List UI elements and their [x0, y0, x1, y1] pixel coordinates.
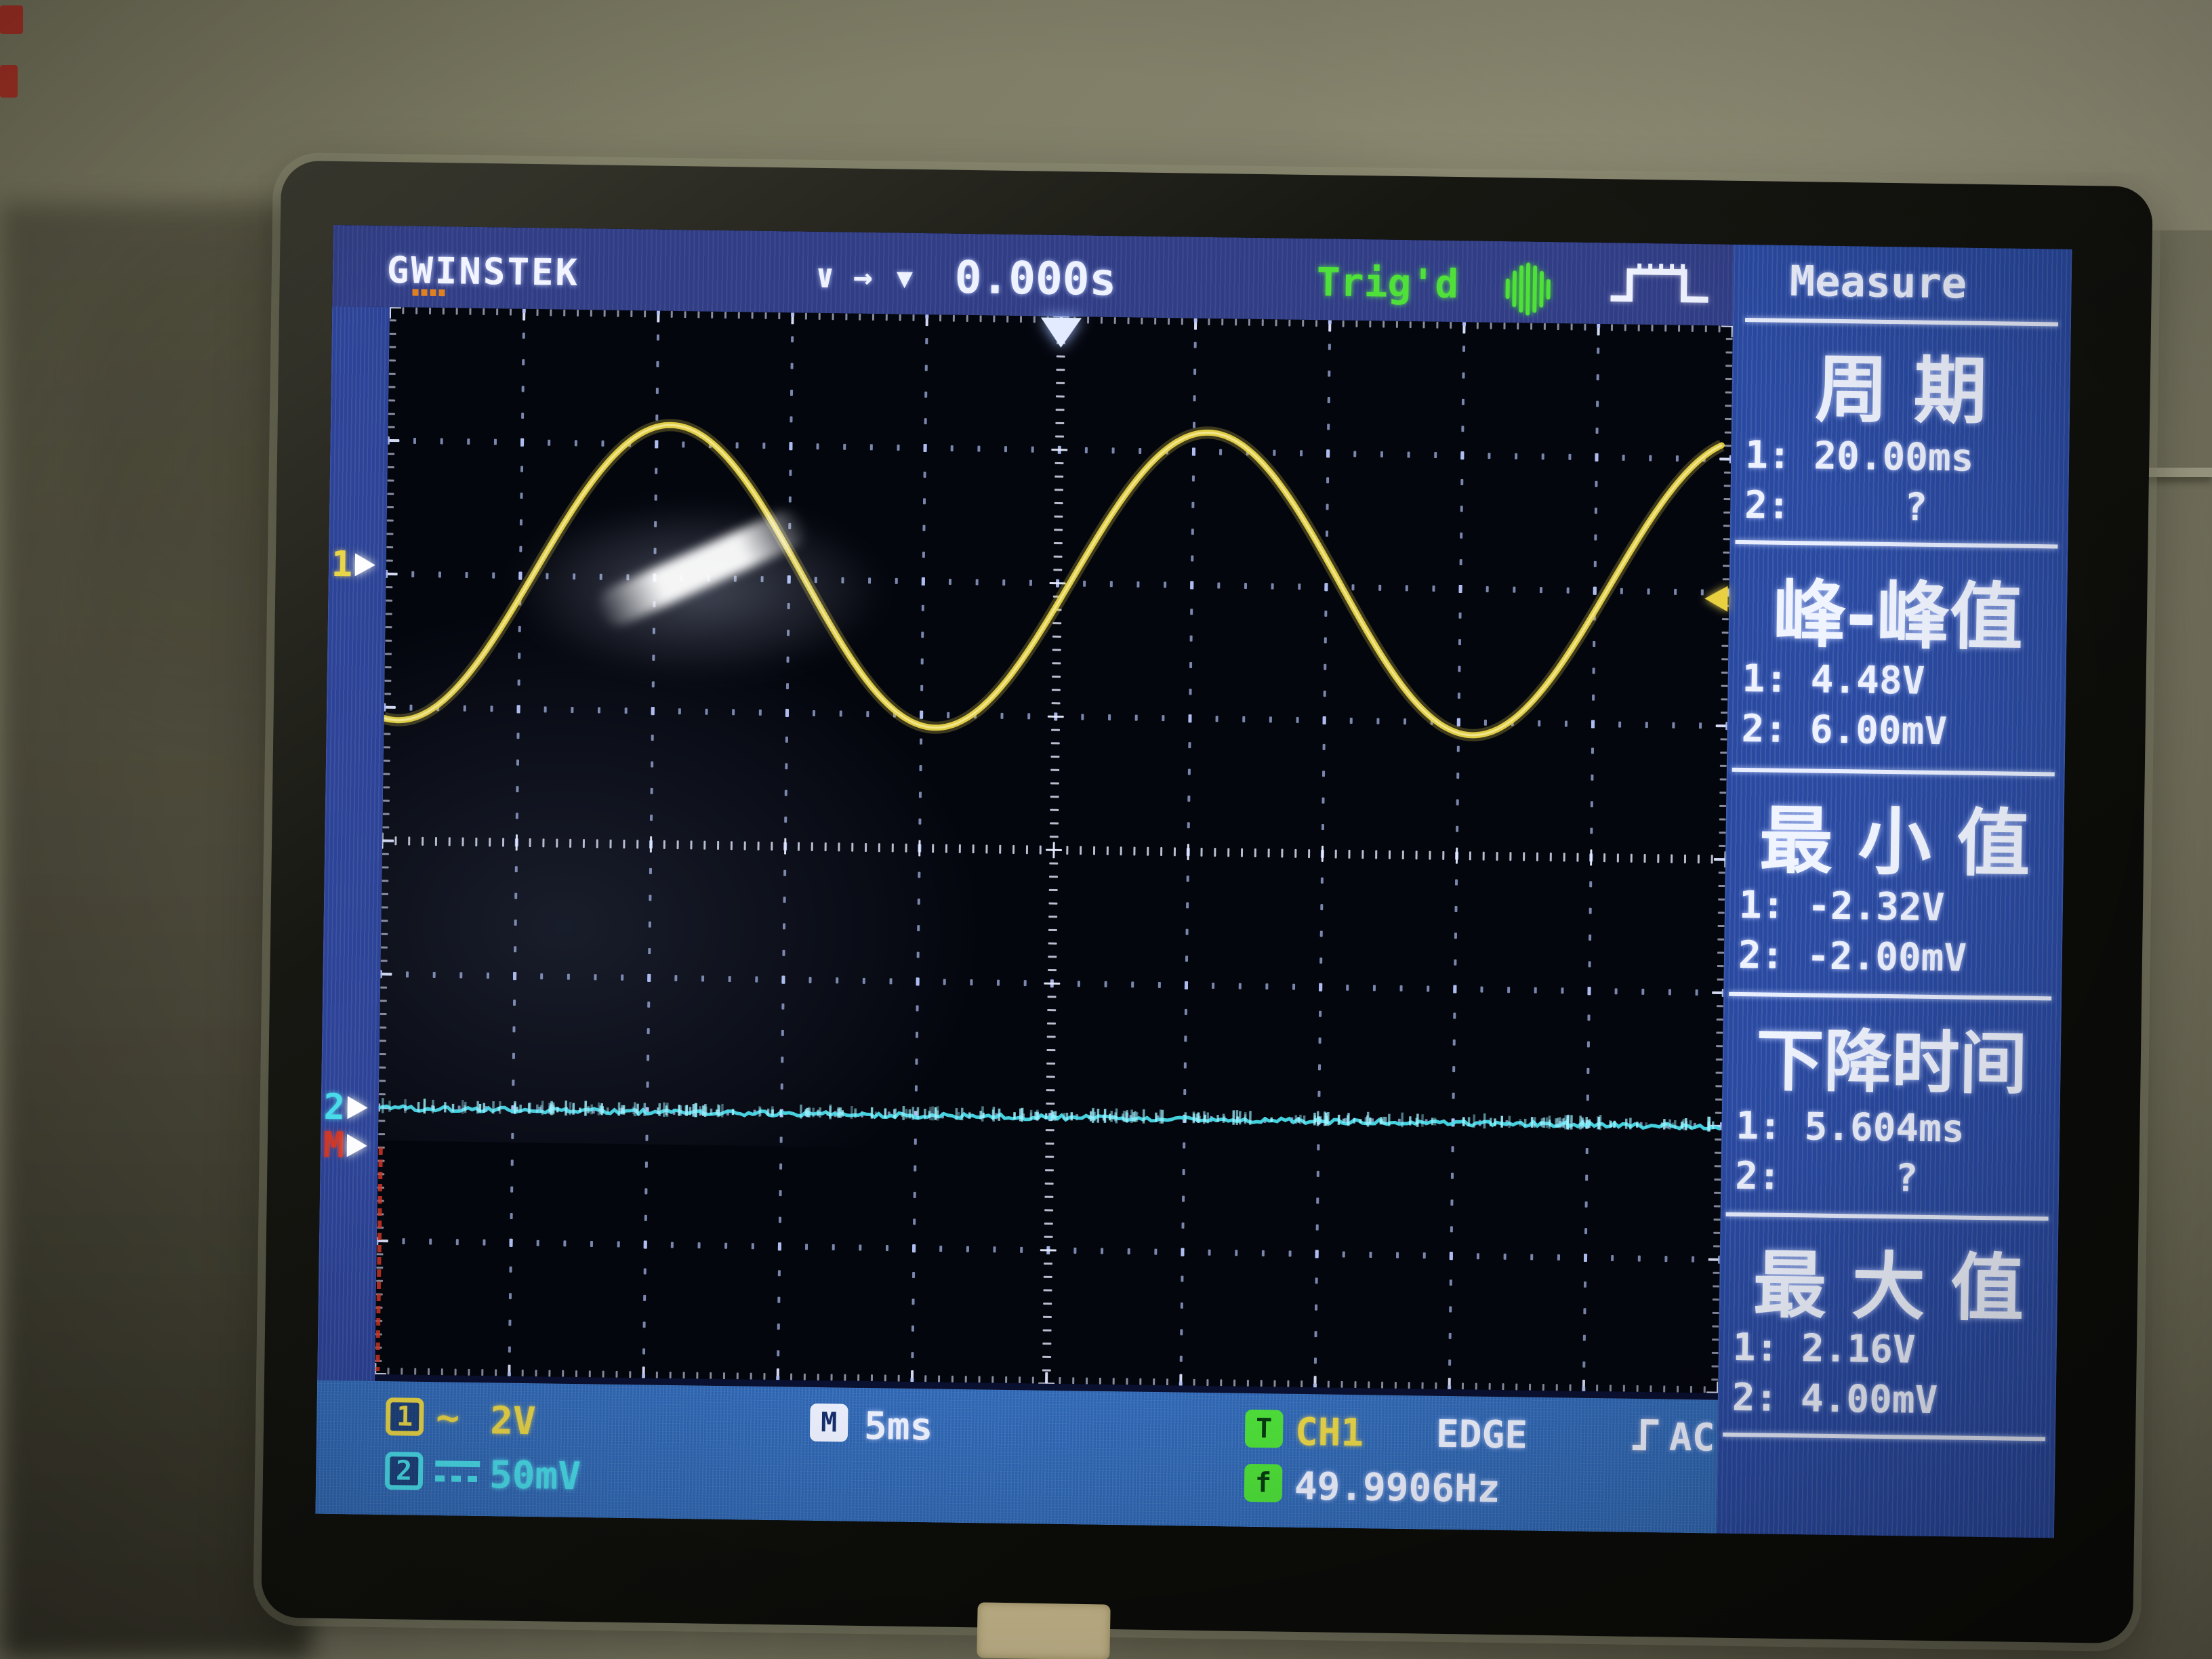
- screen-glare-soft: [377, 598, 996, 1149]
- measure-panel-title: Measure: [1789, 255, 1967, 308]
- ch2-scale: 50mV: [489, 1453, 581, 1499]
- pulse-waveform-icon: [1610, 263, 1708, 303]
- trigger-position-marker[interactable]: [1040, 317, 1082, 348]
- graticule: [375, 307, 1733, 1393]
- brand-logo: GWINSTEK: [386, 249, 580, 294]
- math-marker-arrow-icon: [346, 1134, 368, 1158]
- ch1-marker-arrow-icon: [354, 553, 376, 577]
- rising-edge-icon: [1632, 1419, 1659, 1451]
- red-mark-top: [0, 5, 23, 34]
- measure-section-name: 最 大 值: [1753, 1243, 2025, 1332]
- h-position-icon: ∨: [815, 257, 836, 296]
- ch1-ground-marker[interactable]: 1: [331, 544, 376, 586]
- logo-w-underline: W: [410, 249, 436, 293]
- ch2-badge[interactable]: 2: [384, 1452, 424, 1490]
- ch1-ac-coupling-icon: ~: [435, 1394, 460, 1441]
- measure-value-2: 2: ?: [1744, 483, 1928, 530]
- bottom-sticker: [977, 1602, 1111, 1659]
- waveforms: [375, 419, 1725, 1372]
- trigger-level-marker[interactable]: [1704, 586, 1728, 612]
- red-mark-bottom: [0, 65, 18, 98]
- ch1-scale: 2V: [489, 1399, 537, 1444]
- left-shadow: [0, 203, 312, 1659]
- measure-section-name: 下降时间: [1755, 1021, 2028, 1104]
- trigger-coupling: AC: [1668, 1415, 1715, 1460]
- trigger-frequency: 49.9906Hz: [1294, 1464, 1500, 1512]
- measure-section-name: 峰-峰值: [1772, 572, 2024, 661]
- h-triangle-icon: ▼: [896, 262, 914, 294]
- math-marker[interactable]: M: [323, 1124, 368, 1166]
- ch1-marker-label: 1: [331, 544, 353, 586]
- ch2-marker-arrow-icon: [347, 1096, 369, 1120]
- trigd-burst-icon: [1505, 262, 1551, 316]
- measure-value-1: 1: 5.604ms: [1736, 1103, 1965, 1151]
- measure-section-name: 周 期: [1814, 347, 1988, 434]
- ch2-dc-coupling-icon: [435, 1458, 480, 1487]
- measure-value-1: 1: 20.00ms: [1744, 433, 1974, 480]
- trigger-badge[interactable]: T: [1244, 1409, 1284, 1448]
- trigger-type: EDGE: [1435, 1412, 1528, 1458]
- measure-value-2: 2: 4.00mV: [1732, 1375, 1938, 1423]
- measure-section-name: 最 小 值: [1759, 798, 2031, 887]
- measure-value-2: 2: ?: [1734, 1153, 1919, 1201]
- screen-bezel: GWINSTEK ∨ → ▼ 0.000s Trig'd: [261, 160, 2153, 1644]
- trigger-source: CH1: [1294, 1410, 1364, 1456]
- ch2-marker-label: 2: [323, 1086, 346, 1128]
- ch1-badge[interactable]: 1: [385, 1397, 424, 1436]
- measure-value-1: 1: 2.16V: [1732, 1325, 1917, 1372]
- frequency-badge: f: [1244, 1463, 1283, 1502]
- h-arrow-icon: →: [853, 258, 874, 297]
- bottom-status-bar: 1 ~ 2V M 5ms T CH1 EDGE AC 2 50mV f 49.9…: [315, 1380, 1718, 1534]
- trigger-status: Trig'd: [1316, 259, 1459, 308]
- measure-value-2: 2: 6.00mV: [1741, 706, 1948, 754]
- math-marker-label: M: [323, 1124, 345, 1166]
- ch2-ground-marker[interactable]: 2: [323, 1086, 369, 1128]
- timebase-value: 5ms: [863, 1404, 933, 1450]
- trigger-time: 0.000s: [954, 251, 1117, 306]
- timebase-badge: M: [809, 1403, 848, 1442]
- measure-value-1: 1: 4.48V: [1742, 656, 1925, 703]
- measure-value-2: 2: -2.00mV: [1738, 933, 1967, 981]
- lcd-screen: GWINSTEK ∨ → ▼ 0.000s Trig'd: [315, 224, 2072, 1538]
- top-status-bar: GWINSTEK ∨ → ▼ 0.000s Trig'd: [332, 224, 1734, 326]
- measure-value-1: 1: -2.32V: [1738, 882, 1945, 930]
